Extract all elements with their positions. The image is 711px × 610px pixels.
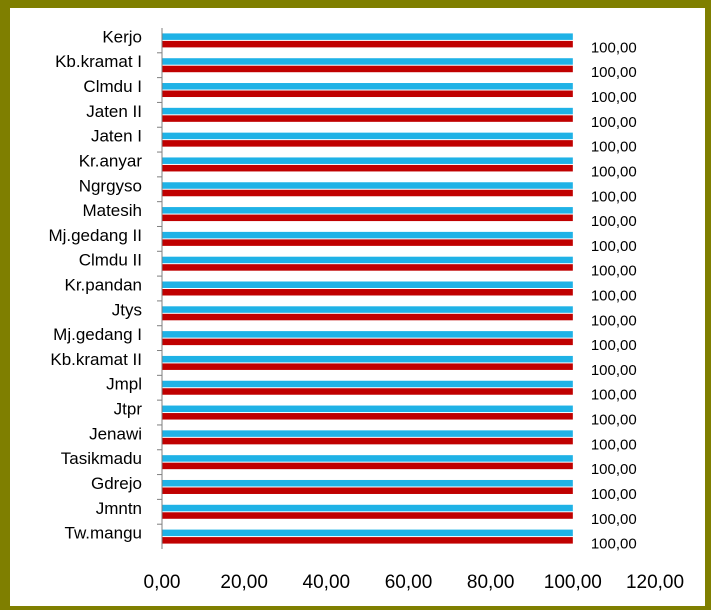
bar-series1-7 (162, 207, 573, 214)
x-tick-label: 120,00 (626, 572, 684, 593)
value-label: 100,00 (591, 412, 637, 429)
category-labels: Kerjo Kb.kramat I Clmdu I Jaten II Jaten I Kr… (48, 27, 142, 542)
x-tick-label: 100,00 (544, 572, 602, 593)
value-label: 100,00 (591, 536, 637, 553)
bar-series1-0 (162, 33, 573, 40)
category-label: Jtpr (114, 400, 143, 419)
bar-series2-0 (162, 40, 573, 48)
bar-series2-13 (162, 363, 573, 370)
value-label: 100,00 (591, 288, 637, 305)
category-label: Jtys (112, 300, 142, 319)
bar-series2-20 (162, 537, 573, 544)
bars-group (162, 33, 573, 544)
bar-series2-10 (162, 289, 573, 296)
bar-series1-20 (162, 529, 573, 537)
bar-series1-5 (162, 157, 573, 164)
value-label: 100,00 (591, 188, 637, 205)
category-label: Kb.kramat I (55, 52, 142, 71)
bar-series2-4 (162, 140, 573, 147)
category-label: Jaten I (91, 127, 142, 146)
category-label: Kr.anyar (79, 151, 143, 170)
bar-series1-10 (162, 281, 573, 288)
bar-series2-9 (162, 264, 573, 271)
category-label: Tasikmadu (61, 449, 142, 468)
bar-series1-2 (162, 83, 573, 90)
bar-series2-14 (162, 388, 573, 395)
bar-series1-12 (162, 331, 573, 338)
bar-series1-13 (162, 355, 573, 363)
bar-series1-8 (162, 231, 573, 239)
category-label: Tw.mangu (65, 524, 143, 543)
x-tick-label: 80,00 (467, 572, 515, 593)
category-label: Kr.pandan (64, 276, 142, 295)
value-label: 100,00 (591, 163, 637, 180)
category-label: Mj.gedang II (48, 226, 142, 245)
category-label: Kerjo (102, 27, 142, 46)
value-label: 100,00 (591, 511, 637, 528)
bar-series2-17 (162, 462, 573, 470)
bar-series2-18 (162, 487, 573, 494)
bar-series1-6 (162, 182, 573, 189)
value-label: 100,00 (591, 436, 637, 453)
x-tick-label: 40,00 (303, 572, 351, 593)
bar-series2-5 (162, 164, 573, 172)
x-tick-label: 20,00 (220, 572, 268, 593)
bar-series2-12 (162, 338, 573, 346)
value-label: 100,00 (591, 263, 637, 280)
category-label: Matesih (82, 201, 142, 220)
bar-series1-15 (162, 405, 573, 413)
category-label: Ngrgyso (79, 176, 142, 195)
bar-series1-11 (162, 306, 573, 313)
value-label: 100,00 (591, 238, 637, 255)
bar-series2-8 (162, 239, 573, 246)
value-label: 100,00 (591, 387, 637, 404)
value-label: 100,00 (591, 312, 637, 329)
category-label: Clmdu I (83, 77, 142, 96)
x-tick-label: 60,00 (385, 572, 433, 593)
category-label: Mj.gedang I (53, 325, 142, 344)
bar-series2-11 (162, 313, 573, 321)
bar-series2-1 (162, 65, 573, 73)
value-label: 100,00 (591, 461, 637, 478)
bar-series1-14 (162, 380, 573, 388)
category-label: Jmpl (106, 375, 142, 394)
bar-series1-18 (162, 479, 573, 487)
value-label: 100,00 (591, 213, 637, 230)
bar-series2-19 (162, 512, 573, 519)
category-label: Clmdu II (79, 251, 142, 270)
value-label: 100,00 (591, 362, 637, 379)
bar-series2-16 (162, 437, 573, 445)
bar-series2-2 (162, 90, 573, 98)
bar-series2-7 (162, 214, 573, 222)
bar-series1-3 (162, 107, 573, 115)
category-label: Jmntn (96, 499, 142, 518)
value-label: 100,00 (591, 39, 637, 56)
bar-series2-3 (162, 115, 573, 122)
bar-series1-4 (162, 132, 573, 140)
axis-group: 0,00 20,00 40,00 60,00 80,00 100,00 120,00 (144, 28, 684, 593)
bar-series1-17 (162, 455, 573, 462)
category-label: Kb.kramat II (50, 350, 142, 369)
value-label: 100,00 (591, 64, 637, 81)
value-label: 100,00 (591, 486, 637, 503)
bar-series1-9 (162, 256, 573, 264)
value-label: 100,00 (591, 89, 637, 106)
value-label: 100,00 (591, 139, 637, 156)
bar-series1-1 (162, 58, 573, 65)
value-labels: 100,00 100,00 100,00 100,00 100,00 100,00 100,… (591, 39, 637, 552)
bar-series2-6 (162, 189, 573, 197)
value-label: 100,00 (591, 337, 637, 354)
bar-series2-15 (162, 413, 573, 420)
bar-series1-19 (162, 504, 573, 512)
x-tick-label: 0,00 (144, 572, 181, 593)
category-label: Gdrejo (91, 474, 142, 493)
value-label: 100,00 (591, 114, 637, 131)
bar-series1-16 (162, 430, 573, 437)
category-label: Jenawi (89, 424, 142, 443)
category-label: Jaten II (86, 102, 142, 121)
